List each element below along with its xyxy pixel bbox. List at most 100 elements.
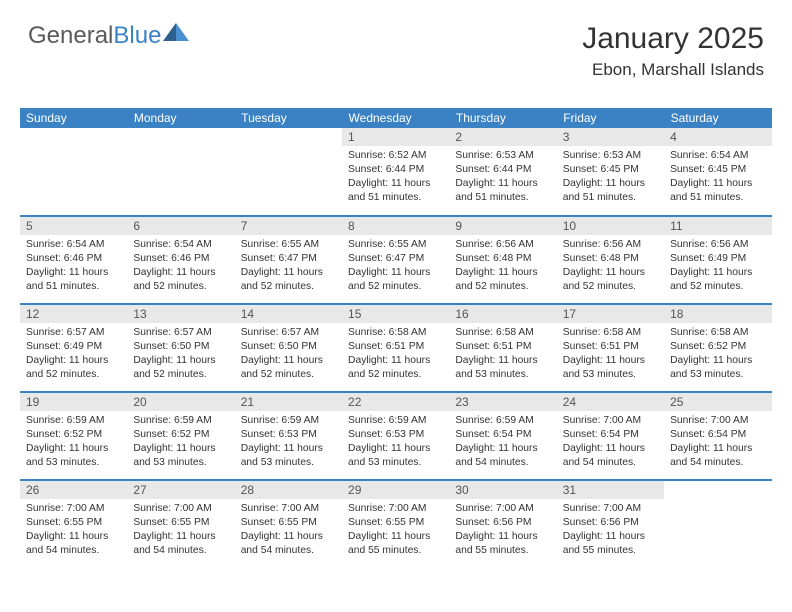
calendar-day-cell: 21Sunrise: 6:59 AMSunset: 6:53 PMDayligh… xyxy=(235,392,342,480)
day-details: Sunrise: 7:00 AMSunset: 6:54 PMDaylight:… xyxy=(557,411,664,474)
weekday-header: Sunday xyxy=(20,108,127,128)
day-number: 2 xyxy=(449,128,556,146)
calendar-table: SundayMondayTuesdayWednesdayThursdayFrid… xyxy=(20,108,772,568)
calendar-week-row: 26Sunrise: 7:00 AMSunset: 6:55 PMDayligh… xyxy=(20,480,772,568)
day-details: Sunrise: 6:59 AMSunset: 6:53 PMDaylight:… xyxy=(342,411,449,474)
calendar-day-cell: 20Sunrise: 6:59 AMSunset: 6:52 PMDayligh… xyxy=(127,392,234,480)
calendar-day-cell: 28Sunrise: 7:00 AMSunset: 6:55 PMDayligh… xyxy=(235,480,342,568)
day-number: 25 xyxy=(664,393,771,411)
day-number: 26 xyxy=(20,481,127,499)
day-details: Sunrise: 6:54 AMSunset: 6:45 PMDaylight:… xyxy=(664,146,771,209)
day-details: Sunrise: 6:57 AMSunset: 6:50 PMDaylight:… xyxy=(127,323,234,386)
page-title: January 2025 xyxy=(582,22,764,56)
calendar-day-cell xyxy=(235,128,342,216)
day-details: Sunrise: 6:52 AMSunset: 6:44 PMDaylight:… xyxy=(342,146,449,209)
day-details: Sunrise: 6:58 AMSunset: 6:51 PMDaylight:… xyxy=(342,323,449,386)
day-details: Sunrise: 6:56 AMSunset: 6:48 PMDaylight:… xyxy=(449,235,556,298)
calendar-day-cell: 18Sunrise: 6:58 AMSunset: 6:52 PMDayligh… xyxy=(664,304,771,392)
calendar-day-cell: 30Sunrise: 7:00 AMSunset: 6:56 PMDayligh… xyxy=(449,480,556,568)
day-number: 9 xyxy=(449,217,556,235)
weekday-header: Saturday xyxy=(664,108,771,128)
day-number: 27 xyxy=(127,481,234,499)
calendar-day-cell: 29Sunrise: 7:00 AMSunset: 6:55 PMDayligh… xyxy=(342,480,449,568)
day-details: Sunrise: 6:56 AMSunset: 6:48 PMDaylight:… xyxy=(557,235,664,298)
calendar-day-cell: 5Sunrise: 6:54 AMSunset: 6:46 PMDaylight… xyxy=(20,216,127,304)
calendar-day-cell: 2Sunrise: 6:53 AMSunset: 6:44 PMDaylight… xyxy=(449,128,556,216)
weekday-header: Friday xyxy=(557,108,664,128)
logo-text-1: General xyxy=(28,22,113,50)
day-number: 5 xyxy=(20,217,127,235)
day-number: 18 xyxy=(664,305,771,323)
calendar-day-cell: 23Sunrise: 6:59 AMSunset: 6:54 PMDayligh… xyxy=(449,392,556,480)
calendar-day-cell: 6Sunrise: 6:54 AMSunset: 6:46 PMDaylight… xyxy=(127,216,234,304)
day-number: 8 xyxy=(342,217,449,235)
day-details: Sunrise: 6:54 AMSunset: 6:46 PMDaylight:… xyxy=(20,235,127,298)
calendar-day-cell xyxy=(664,480,771,568)
calendar-body: 1Sunrise: 6:52 AMSunset: 6:44 PMDaylight… xyxy=(20,128,772,568)
day-details: Sunrise: 7:00 AMSunset: 6:56 PMDaylight:… xyxy=(557,499,664,562)
day-details: Sunrise: 6:58 AMSunset: 6:52 PMDaylight:… xyxy=(664,323,771,386)
header: January 2025 Ebon, Marshall Islands xyxy=(582,22,764,80)
day-number: 17 xyxy=(557,305,664,323)
day-details: Sunrise: 6:59 AMSunset: 6:53 PMDaylight:… xyxy=(235,411,342,474)
day-number: 29 xyxy=(342,481,449,499)
day-number: 7 xyxy=(235,217,342,235)
day-number: 22 xyxy=(342,393,449,411)
calendar-week-row: 5Sunrise: 6:54 AMSunset: 6:46 PMDaylight… xyxy=(20,216,772,304)
calendar-day-cell: 8Sunrise: 6:55 AMSunset: 6:47 PMDaylight… xyxy=(342,216,449,304)
calendar-day-cell: 17Sunrise: 6:58 AMSunset: 6:51 PMDayligh… xyxy=(557,304,664,392)
day-number: 4 xyxy=(664,128,771,146)
calendar-day-cell: 14Sunrise: 6:57 AMSunset: 6:50 PMDayligh… xyxy=(235,304,342,392)
calendar-day-cell: 19Sunrise: 6:59 AMSunset: 6:52 PMDayligh… xyxy=(20,392,127,480)
calendar-day-cell: 13Sunrise: 6:57 AMSunset: 6:50 PMDayligh… xyxy=(127,304,234,392)
day-details: Sunrise: 6:59 AMSunset: 6:52 PMDaylight:… xyxy=(127,411,234,474)
day-number: 1 xyxy=(342,128,449,146)
weekday-header: Thursday xyxy=(449,108,556,128)
calendar-day-cell: 9Sunrise: 6:56 AMSunset: 6:48 PMDaylight… xyxy=(449,216,556,304)
day-details: Sunrise: 6:56 AMSunset: 6:49 PMDaylight:… xyxy=(664,235,771,298)
calendar-day-cell: 7Sunrise: 6:55 AMSunset: 6:47 PMDaylight… xyxy=(235,216,342,304)
day-details: Sunrise: 6:54 AMSunset: 6:46 PMDaylight:… xyxy=(127,235,234,298)
calendar-day-cell: 16Sunrise: 6:58 AMSunset: 6:51 PMDayligh… xyxy=(449,304,556,392)
day-number: 14 xyxy=(235,305,342,323)
calendar-day-cell: 11Sunrise: 6:56 AMSunset: 6:49 PMDayligh… xyxy=(664,216,771,304)
calendar-day-cell: 3Sunrise: 6:53 AMSunset: 6:45 PMDaylight… xyxy=(557,128,664,216)
weekday-header: Tuesday xyxy=(235,108,342,128)
day-details: Sunrise: 6:53 AMSunset: 6:45 PMDaylight:… xyxy=(557,146,664,209)
day-number: 13 xyxy=(127,305,234,323)
calendar-day-cell: 1Sunrise: 6:52 AMSunset: 6:44 PMDaylight… xyxy=(342,128,449,216)
calendar-week-row: 19Sunrise: 6:59 AMSunset: 6:52 PMDayligh… xyxy=(20,392,772,480)
day-number: 21 xyxy=(235,393,342,411)
day-number: 3 xyxy=(557,128,664,146)
day-details: Sunrise: 6:57 AMSunset: 6:50 PMDaylight:… xyxy=(235,323,342,386)
day-details: Sunrise: 6:53 AMSunset: 6:44 PMDaylight:… xyxy=(449,146,556,209)
day-details: Sunrise: 6:59 AMSunset: 6:54 PMDaylight:… xyxy=(449,411,556,474)
calendar-day-cell: 4Sunrise: 6:54 AMSunset: 6:45 PMDaylight… xyxy=(664,128,771,216)
location-label: Ebon, Marshall Islands xyxy=(582,60,764,80)
day-details: Sunrise: 7:00 AMSunset: 6:55 PMDaylight:… xyxy=(342,499,449,562)
day-details: Sunrise: 7:00 AMSunset: 6:56 PMDaylight:… xyxy=(449,499,556,562)
day-number: 28 xyxy=(235,481,342,499)
day-number: 15 xyxy=(342,305,449,323)
weekday-header: Wednesday xyxy=(342,108,449,128)
day-details: Sunrise: 7:00 AMSunset: 6:54 PMDaylight:… xyxy=(664,411,771,474)
calendar-day-cell: 27Sunrise: 7:00 AMSunset: 6:55 PMDayligh… xyxy=(127,480,234,568)
day-number: 23 xyxy=(449,393,556,411)
weekday-header-row: SundayMondayTuesdayWednesdayThursdayFrid… xyxy=(20,108,772,128)
day-details: Sunrise: 7:00 AMSunset: 6:55 PMDaylight:… xyxy=(127,499,234,562)
calendar-week-row: 1Sunrise: 6:52 AMSunset: 6:44 PMDaylight… xyxy=(20,128,772,216)
day-number: 16 xyxy=(449,305,556,323)
day-number: 12 xyxy=(20,305,127,323)
weekday-header: Monday xyxy=(127,108,234,128)
day-details: Sunrise: 6:59 AMSunset: 6:52 PMDaylight:… xyxy=(20,411,127,474)
day-number: 24 xyxy=(557,393,664,411)
calendar-day-cell: 31Sunrise: 7:00 AMSunset: 6:56 PMDayligh… xyxy=(557,480,664,568)
calendar-day-cell: 24Sunrise: 7:00 AMSunset: 6:54 PMDayligh… xyxy=(557,392,664,480)
day-details: Sunrise: 6:58 AMSunset: 6:51 PMDaylight:… xyxy=(449,323,556,386)
calendar-day-cell: 25Sunrise: 7:00 AMSunset: 6:54 PMDayligh… xyxy=(664,392,771,480)
day-details: Sunrise: 6:55 AMSunset: 6:47 PMDaylight:… xyxy=(342,235,449,298)
day-details: Sunrise: 6:57 AMSunset: 6:49 PMDaylight:… xyxy=(20,323,127,386)
day-number: 10 xyxy=(557,217,664,235)
day-number: 31 xyxy=(557,481,664,499)
day-number: 6 xyxy=(127,217,234,235)
